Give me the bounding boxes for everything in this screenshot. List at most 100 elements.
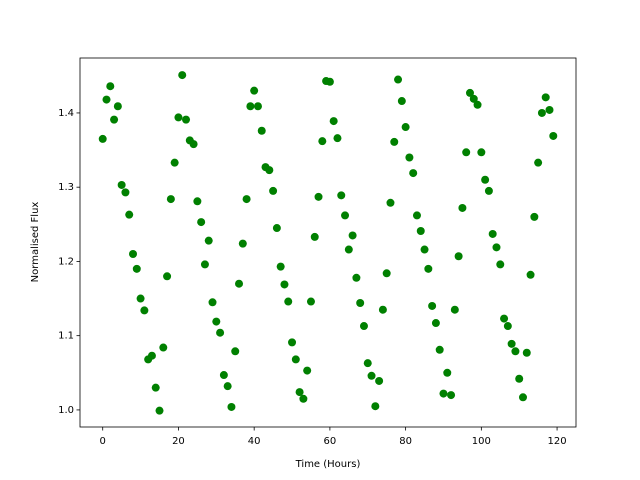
point	[178, 71, 187, 80]
x-tick-label: 100	[472, 436, 491, 447]
point	[242, 195, 251, 204]
point	[291, 355, 300, 364]
point	[223, 382, 232, 391]
point	[537, 108, 546, 117]
point	[344, 245, 353, 254]
point	[182, 115, 191, 124]
point	[140, 306, 149, 315]
point	[382, 269, 391, 278]
point	[208, 298, 217, 307]
point	[299, 394, 308, 403]
point	[337, 191, 346, 200]
point	[269, 186, 278, 195]
point	[325, 77, 334, 86]
point	[511, 347, 520, 356]
point	[526, 270, 535, 279]
point	[348, 231, 357, 240]
plot-frame	[79, 57, 577, 428]
point	[151, 383, 160, 392]
point	[390, 137, 399, 146]
point	[424, 264, 433, 273]
point	[129, 250, 138, 259]
point	[484, 186, 493, 195]
point	[159, 343, 168, 352]
point	[416, 226, 425, 235]
point	[530, 212, 539, 221]
point	[378, 305, 387, 314]
point	[106, 82, 115, 91]
point	[443, 368, 452, 377]
point	[341, 211, 350, 220]
point	[136, 294, 145, 303]
point	[507, 339, 516, 348]
point	[121, 188, 130, 197]
point	[522, 348, 531, 357]
point	[98, 134, 107, 143]
point	[359, 322, 368, 331]
point	[431, 319, 440, 328]
point	[166, 195, 175, 204]
point	[216, 328, 225, 337]
point	[204, 236, 213, 245]
x-tick-label: 60	[324, 436, 337, 447]
point	[219, 371, 228, 380]
point	[132, 264, 141, 273]
point	[147, 351, 156, 360]
y-tick-label: 1.4	[58, 108, 74, 119]
x-tick-label: 0	[100, 436, 106, 447]
point	[454, 252, 463, 261]
point	[306, 297, 315, 306]
point	[469, 94, 478, 103]
point	[397, 97, 406, 106]
point	[488, 229, 497, 238]
point	[458, 203, 467, 212]
y-tick-label: 1.1	[58, 331, 74, 342]
point	[375, 376, 384, 385]
y-tick-label: 1.3	[58, 182, 74, 193]
point	[477, 148, 486, 157]
point	[481, 175, 490, 184]
y-tick-label: 1.2	[58, 256, 74, 267]
point	[401, 123, 410, 132]
point	[113, 102, 122, 111]
point	[518, 393, 527, 402]
point	[314, 192, 323, 201]
point	[174, 113, 183, 122]
x-tick-label: 120	[548, 436, 567, 447]
point	[212, 317, 221, 326]
x-tick-label: 80	[399, 436, 412, 447]
point	[117, 180, 126, 189]
point	[125, 210, 134, 219]
point	[102, 95, 111, 104]
point	[515, 374, 524, 383]
point	[352, 273, 361, 282]
point	[405, 153, 414, 162]
point	[288, 338, 297, 347]
point	[295, 388, 304, 397]
point	[197, 218, 206, 227]
point	[238, 239, 247, 248]
point	[435, 345, 444, 354]
point	[250, 86, 259, 95]
y-axis-label: Normalised Flux	[30, 202, 41, 283]
point	[276, 262, 285, 271]
point	[265, 166, 274, 175]
point	[534, 158, 543, 167]
point	[110, 115, 119, 124]
point	[284, 297, 293, 306]
point	[170, 158, 179, 167]
point	[386, 198, 395, 207]
point	[439, 389, 448, 398]
point	[189, 140, 198, 149]
point	[420, 245, 429, 254]
point	[318, 137, 327, 146]
point	[200, 260, 209, 269]
point	[492, 243, 501, 252]
point	[412, 211, 421, 220]
x-tick-label: 40	[248, 436, 261, 447]
point	[394, 75, 403, 84]
point	[371, 402, 380, 411]
point	[541, 93, 550, 102]
point	[257, 126, 266, 135]
